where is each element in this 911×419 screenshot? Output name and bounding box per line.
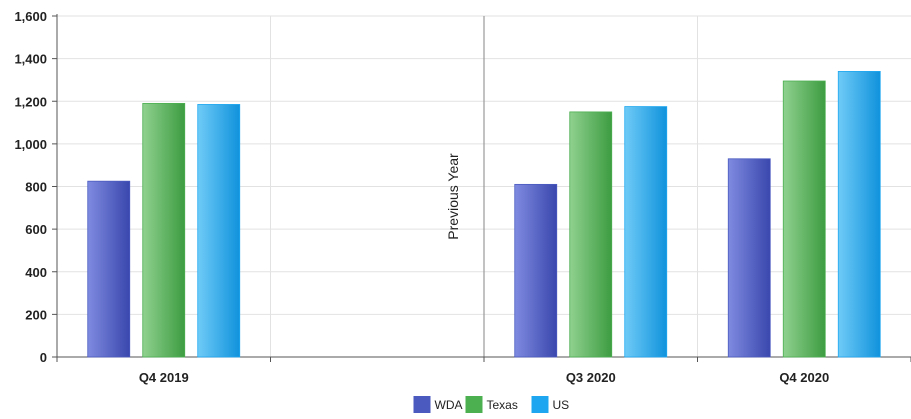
bar-texas-0 bbox=[142, 102, 186, 358]
bar-us-3 bbox=[837, 71, 881, 358]
legend-label-us: US bbox=[553, 398, 570, 412]
y-tick-label: 800 bbox=[25, 180, 47, 195]
previous-year-annotation: Previous Year bbox=[445, 153, 461, 240]
x-category-label: Q3 2020 bbox=[566, 370, 616, 385]
y-tick-label: 0 bbox=[40, 350, 47, 365]
bar-wda-2 bbox=[514, 183, 558, 358]
bar-wda-0 bbox=[87, 180, 131, 358]
bar-texas-3 bbox=[782, 80, 826, 358]
labels: 0 200 400 600 800 1,000 1,200 1,400 1,600 Q4 2019… bbox=[14, 9, 829, 385]
bar-us-2 bbox=[624, 106, 668, 358]
legend-swatch-texas bbox=[465, 396, 483, 413]
legend-swatch-us bbox=[531, 396, 549, 413]
legend-label-wda: WDA bbox=[435, 398, 463, 412]
bar-us-0 bbox=[197, 104, 241, 358]
legend: WDA Texas US bbox=[413, 396, 570, 413]
y-tick-label: 400 bbox=[25, 265, 47, 280]
bars bbox=[87, 71, 881, 358]
legend-label-texas: Texas bbox=[487, 398, 518, 412]
y-tick-label: 600 bbox=[25, 222, 47, 237]
y-tick-label: 1,400 bbox=[14, 52, 47, 67]
bar-texas-2 bbox=[569, 111, 613, 358]
y-tick-label: 1,200 bbox=[14, 94, 47, 109]
legend-swatch-wda bbox=[413, 396, 431, 413]
y-tick-label: 200 bbox=[25, 307, 47, 322]
bar-wda-3 bbox=[727, 158, 771, 358]
y-tick-label: 1,000 bbox=[14, 137, 47, 152]
x-category-label: Q4 2019 bbox=[139, 370, 189, 385]
x-category-label: Q4 2020 bbox=[779, 370, 829, 385]
y-tick-label: 1,600 bbox=[14, 9, 47, 24]
